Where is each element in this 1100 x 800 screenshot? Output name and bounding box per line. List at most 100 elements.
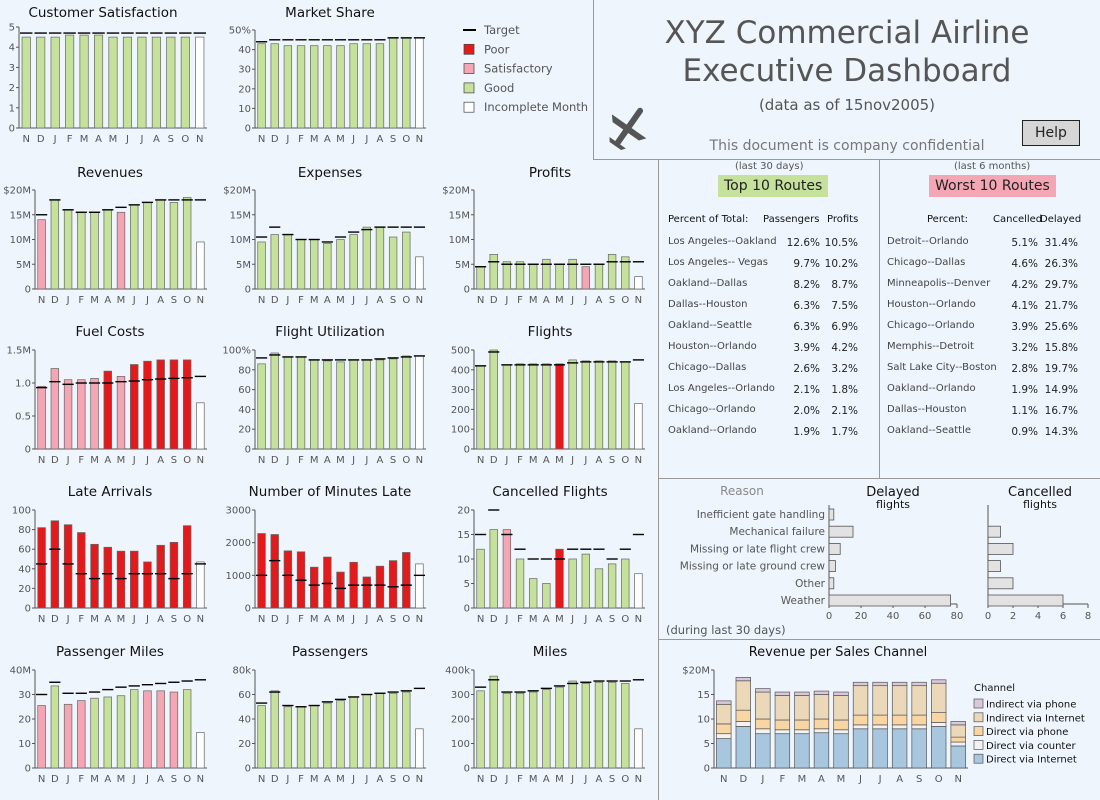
bar [130, 550, 139, 609]
chart-title: Customer Satisfaction [28, 5, 177, 21]
title-line-1: XYZ Commercial Airline [664, 15, 1030, 51]
help-button[interactable]: Help [1022, 120, 1080, 146]
bar [270, 43, 279, 129]
bar [388, 692, 398, 769]
bar [103, 370, 112, 450]
top-routes-header-profits: Profits [827, 214, 859, 225]
cancelled-x-tick-label: 6 [1060, 611, 1066, 622]
x-tick-label: A [818, 774, 825, 785]
y-tick-label: 40 [238, 45, 251, 56]
chart-title: Late Arrivals [68, 484, 153, 500]
bar [90, 211, 99, 290]
worst-routes-row-value-1: 1.9% [1011, 384, 1038, 396]
x-tick-label: O [183, 614, 191, 625]
stack-segment [872, 685, 888, 716]
worst-routes-header-delayed: Delayed [1040, 214, 1082, 225]
bar [50, 685, 60, 769]
bar [156, 544, 165, 609]
x-tick-label: O [402, 295, 410, 306]
legend-swatch [463, 43, 475, 55]
x-tick-label: A [896, 774, 903, 785]
bar [156, 359, 165, 450]
y-tick-label: 200 [451, 405, 470, 416]
bar [108, 36, 118, 129]
top-routes-row-route-name: Houston--Orlando [668, 341, 757, 352]
y-tick-label: 40M [10, 666, 31, 677]
y-tick-label: 10 [238, 104, 251, 115]
bar [151, 36, 161, 129]
bar [529, 578, 538, 609]
title-panel: XYZ Commercial Airline Executive Dashboa… [593, 0, 1100, 160]
x-tick-label: F [517, 455, 523, 466]
y-tick-label: 15M [10, 210, 31, 221]
legend-swatch [463, 63, 475, 74]
delayed-x-tick-label: 40 [887, 611, 900, 622]
x-tick-label: J [504, 455, 508, 466]
x-tick-label: F [78, 614, 84, 625]
bar [336, 361, 345, 450]
bar [362, 226, 371, 290]
bar [336, 45, 345, 129]
reason-label: Inefficient gate handling [697, 509, 825, 521]
top-routes-row-value-2: 10.2% [824, 258, 858, 270]
bar [37, 527, 46, 609]
worst-routes-row-value-2: 14.9% [1044, 384, 1078, 396]
x-tick-label: J [132, 614, 136, 625]
y-tick-label: 5M [16, 260, 31, 271]
x-tick-label: A [157, 295, 164, 306]
bar [594, 360, 604, 450]
stack-segment [774, 733, 791, 769]
stack-segment [891, 681, 908, 687]
x-tick-label: J [570, 295, 574, 306]
top-routes-row-value-1: 6.3% [793, 300, 820, 312]
stack-segment [735, 680, 751, 711]
x-tick-label: N [416, 295, 423, 306]
top-routes-title: Top 10 Routes [718, 175, 829, 197]
worst-routes-header-cancelled: Cancelled [993, 214, 1043, 225]
x-tick-label: M [117, 614, 126, 625]
y-tick-label: 15 [697, 690, 710, 701]
bar [502, 692, 512, 769]
bar [388, 236, 398, 290]
y-tick-label: $20M [442, 186, 470, 197]
top-routes-row-value-1: 2.6% [793, 363, 820, 375]
bar [257, 43, 266, 129]
reason-label: Mechanical failure [729, 526, 825, 538]
x-tick-label: N [196, 134, 203, 145]
stack-segment [950, 736, 966, 743]
delayed-x-tick-label: 60 [919, 611, 932, 622]
worst-routes-title: Worst 10 Routes [929, 175, 1056, 197]
bar [156, 199, 165, 290]
y-tick-label: 15M [230, 210, 251, 221]
x-tick-label: F [298, 455, 304, 466]
bar [196, 561, 205, 609]
x-tick-label: A [377, 614, 384, 625]
x-tick-label: F [517, 614, 523, 625]
bar [79, 34, 89, 129]
bar [310, 705, 319, 769]
x-tick-label: M [310, 614, 319, 625]
bar [37, 705, 46, 769]
x-tick-label: N [197, 614, 204, 625]
y-tick-label: 40 [18, 564, 31, 575]
x-tick-label: J [760, 774, 764, 785]
x-tick-label: J [285, 295, 289, 306]
top-routes-row-route-name: Los Angeles--Oakland [668, 236, 777, 247]
bar [310, 239, 319, 290]
divider [658, 639, 1100, 640]
stack-segment [716, 723, 732, 735]
x-tick-label: N [197, 774, 204, 785]
x-tick-label: A [377, 774, 384, 785]
chart-title: Expenses [298, 165, 362, 181]
stack-segment [852, 714, 869, 726]
x-tick-label: S [390, 134, 396, 145]
legend-swatch [973, 712, 984, 723]
stack-segment [813, 694, 830, 720]
x-tick-label: J [583, 614, 587, 625]
x-tick-label: J [132, 455, 136, 466]
legend-label: Direct via counter [986, 741, 1076, 752]
x-tick-label: A [596, 295, 603, 306]
bar [607, 563, 617, 609]
x-tick-label: N [477, 774, 484, 785]
stack-segment [891, 728, 908, 769]
